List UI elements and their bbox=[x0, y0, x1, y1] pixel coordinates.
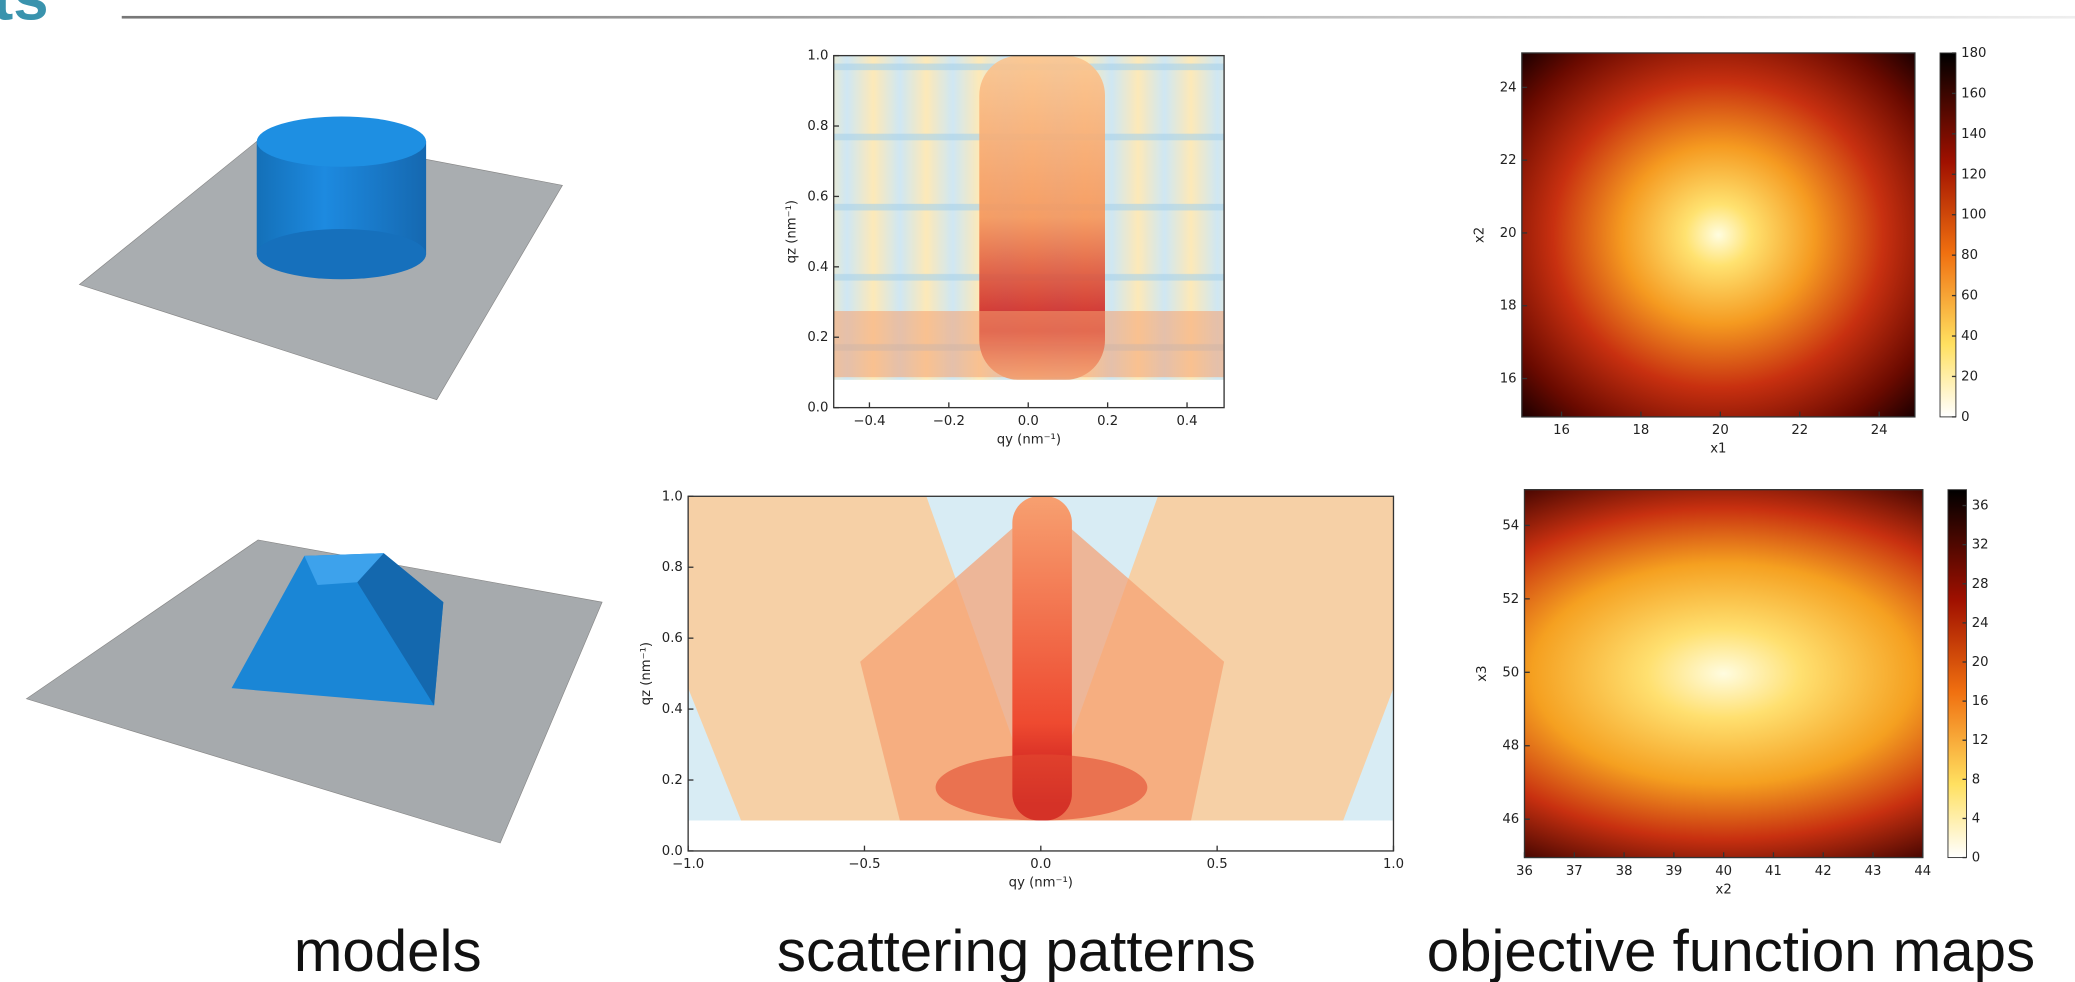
colorbar-tick-label: 100 bbox=[1961, 208, 1986, 223]
y-tick-label: 46 bbox=[1502, 812, 1519, 827]
y-tick-label: 22 bbox=[1500, 153, 1517, 168]
title-rule bbox=[122, 16, 2075, 19]
scatter-image-1 bbox=[834, 56, 1224, 408]
colorbar-tick-label: 0 bbox=[1972, 851, 1980, 866]
x-axis-label: x2 bbox=[1716, 882, 1732, 897]
colorbar-tick-label: 0 bbox=[1961, 410, 1969, 425]
x-tick-label: 0.2 bbox=[1097, 414, 1118, 429]
colorbar-tick-label: 120 bbox=[1961, 167, 1986, 182]
y-tick-label: 50 bbox=[1502, 665, 1519, 680]
colorbar-tick-label: 20 bbox=[1972, 655, 1989, 670]
y-tick-label: 0.4 bbox=[662, 702, 683, 717]
colorbar-tick-label: 36 bbox=[1972, 499, 1989, 514]
x-tick-label: 0.0 bbox=[1030, 857, 1051, 872]
x-tick-label: 38 bbox=[1616, 864, 1633, 879]
x-tick-label: 39 bbox=[1665, 864, 1682, 879]
x-tick-label: −0.2 bbox=[933, 414, 965, 429]
y-tick-label: 24 bbox=[1500, 80, 1517, 95]
colorbar-tick-label: 28 bbox=[1972, 577, 1989, 592]
colorbar-tick-label: 80 bbox=[1961, 248, 1978, 263]
colorbar-tick-label: 40 bbox=[1961, 329, 1978, 344]
colorbar-tick-label: 180 bbox=[1961, 46, 1986, 61]
y-tick-label: 0.6 bbox=[807, 189, 828, 204]
x-tick-label: −0.4 bbox=[853, 414, 885, 429]
slide: ts models scattering patterns objective … bbox=[0, 0, 2075, 982]
x-axis-label: x1 bbox=[1710, 442, 1726, 457]
objective-map-1 bbox=[1522, 53, 1915, 417]
y-tick-label: 0.2 bbox=[662, 773, 683, 788]
x-tick-label: 16 bbox=[1553, 423, 1570, 438]
x-tick-label: 22 bbox=[1791, 423, 1808, 438]
caption: objective function maps bbox=[1427, 919, 2035, 982]
x-axis-label: qy (nm⁻¹) bbox=[1009, 876, 1073, 891]
colorbar-tick-label: 20 bbox=[1961, 369, 1978, 384]
x-tick-label: 0.0 bbox=[1018, 414, 1039, 429]
y-tick-label: 52 bbox=[1502, 592, 1519, 607]
y-tick-label: 16 bbox=[1500, 372, 1517, 387]
x-tick-label: 0.5 bbox=[1207, 857, 1228, 872]
x-tick-label: 40 bbox=[1715, 864, 1732, 879]
colorbar-tick-label: 160 bbox=[1961, 86, 1986, 101]
x-tick-label: 0.4 bbox=[1177, 414, 1198, 429]
colorbar-tick-label: 60 bbox=[1961, 289, 1978, 304]
x-tick-label: 18 bbox=[1633, 423, 1650, 438]
x-axis-label: qy (nm⁻¹) bbox=[997, 432, 1061, 447]
y-tick-label: 0.8 bbox=[662, 560, 683, 575]
colorbar-tick-label: 8 bbox=[1972, 772, 1980, 787]
colorbar-tick-label: 12 bbox=[1972, 733, 1989, 748]
caption: models bbox=[294, 919, 482, 982]
y-axis-label: qz (nm⁻¹) bbox=[784, 200, 799, 263]
x-tick-label: 1.0 bbox=[1383, 857, 1404, 872]
colorbar-tick-label: 32 bbox=[1972, 538, 1989, 553]
y-tick-label: 0.6 bbox=[662, 631, 683, 646]
slide-title: ts bbox=[0, 0, 49, 33]
x-tick-label: 41 bbox=[1765, 864, 1782, 879]
x-tick-label: 44 bbox=[1914, 864, 1931, 879]
model-frustum bbox=[26, 540, 602, 843]
objective-map-2 bbox=[1524, 490, 1922, 858]
y-tick-label: 1.0 bbox=[807, 49, 828, 64]
colorbar-tick-label: 24 bbox=[1972, 616, 1989, 631]
colorbar-tick-label: 4 bbox=[1972, 811, 1980, 826]
y-tick-label: 0.0 bbox=[807, 401, 828, 416]
x-tick-label: 42 bbox=[1815, 864, 1832, 879]
y-tick-label: 1.0 bbox=[662, 489, 683, 504]
y-tick-label: 0.8 bbox=[807, 119, 828, 134]
x-tick-label: 37 bbox=[1566, 864, 1583, 879]
y-axis-label: qz (nm⁻¹) bbox=[639, 642, 654, 705]
y-tick-label: 0.4 bbox=[807, 260, 828, 275]
x-tick-label: −1.0 bbox=[672, 857, 704, 872]
scatter-image-2 bbox=[688, 496, 1393, 851]
colorbar-tick-label: 16 bbox=[1972, 694, 1989, 709]
y-axis-label: x2 bbox=[1472, 227, 1487, 243]
y-tick-label: 0.0 bbox=[662, 844, 683, 859]
x-tick-label: 20 bbox=[1712, 423, 1729, 438]
x-tick-label: 36 bbox=[1516, 864, 1533, 879]
caption: scattering patterns bbox=[777, 919, 1256, 982]
x-tick-label: 24 bbox=[1871, 423, 1888, 438]
y-tick-label: 0.2 bbox=[807, 330, 828, 345]
colorbar-1 bbox=[1940, 53, 1956, 417]
model-cylinder bbox=[79, 116, 562, 399]
y-tick-label: 48 bbox=[1502, 739, 1519, 754]
y-tick-label: 20 bbox=[1500, 226, 1517, 241]
colorbar-tick-label: 140 bbox=[1961, 127, 1986, 142]
x-tick-label: −0.5 bbox=[848, 857, 880, 872]
y-tick-label: 54 bbox=[1502, 518, 1519, 533]
y-tick-label: 18 bbox=[1500, 299, 1517, 314]
y-axis-label: x3 bbox=[1475, 666, 1490, 682]
x-tick-label: 43 bbox=[1865, 864, 1882, 879]
